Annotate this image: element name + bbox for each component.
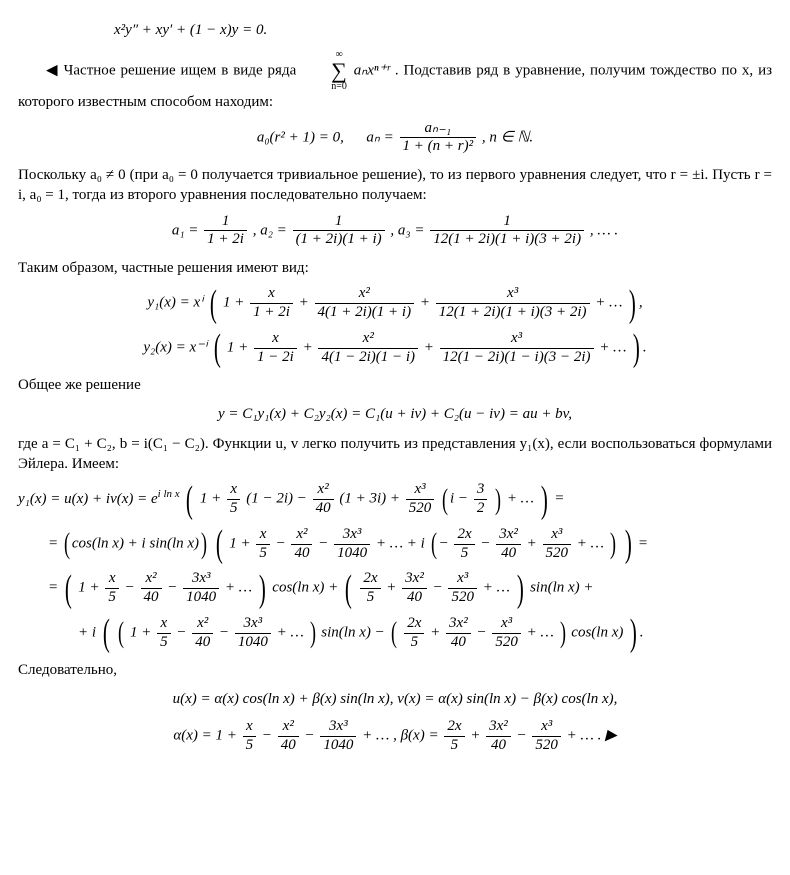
eq1-num: aₙ₋₁ — [400, 121, 477, 139]
y1-lhs: y₁(x) = xⁱ — [147, 295, 202, 311]
para-general: Общее же решение — [18, 375, 772, 395]
sum-term: aₙxⁿ⁺ʳ — [354, 63, 390, 79]
p1-a: ◀ Частное решение ищем в виде ряда — [46, 63, 301, 79]
a-dots: , … . — [590, 222, 618, 238]
y2-lhs: y₂(x) = x⁻ⁱ — [143, 339, 206, 355]
eq1-an: aₙ = — [366, 129, 393, 145]
eq1-den: 1 + (n + r)² — [400, 138, 477, 155]
alpha-beta: α(x) = 1 + x5 − x²40 − 3x³1040 + … , β(x… — [18, 719, 772, 754]
eq1-right: , n ∈ ℕ. — [482, 129, 533, 145]
a3-lhs: , a₃ = — [390, 222, 424, 238]
y1-series: y₁(x) = xⁱ ( 1 + x1 + 2i + x²4(1 + 2i)(1… — [18, 286, 772, 321]
ode-equation: x²y″ + xy′ + (1 − x)y = 0. — [66, 20, 772, 40]
deriv-line1: y₁(x) = u(x) + iv(x) = ei ln x ( 1 + x5 … — [18, 482, 772, 517]
uv-definition: u(x) = α(x) cos(ln x) + β(x) sin(ln x), … — [18, 689, 772, 709]
para-therefore: Следовательно, — [18, 660, 772, 680]
sum-bottom: n=0 — [303, 82, 347, 92]
indicial-equation: a₀(r² + 1) = 0, aₙ = aₙ₋₁ 1 + (n + r)² ,… — [18, 121, 772, 156]
a2-lhs: , a₂ = — [253, 222, 287, 238]
eq1-frac: aₙ₋₁ 1 + (n + r)² — [398, 121, 479, 156]
deriv-line4: + i ( ( 1 + x5 − x²40 − 3x³1040 + … ) si… — [18, 616, 772, 651]
sum-symbol: ∞ ∑ n=0 — [301, 50, 349, 92]
eq1-left: a₀(r² + 1) = 0, — [257, 129, 344, 145]
deriv-line2: = (cos(ln x) + i sin(ln x)) ( 1 + x5 − x… — [18, 527, 772, 562]
a1-lhs: a₁ = — [172, 222, 199, 238]
deriv-line3: = ( 1 + x5 − x²40 − 3x³1040 + … ) cos(ln… — [18, 571, 772, 606]
para-intro: ◀ Частное решение ищем в виде ряда ∞ ∑ n… — [18, 50, 772, 112]
para-euler: где a = C₁ + C₂, b = i(C₁ − C₂). Функции… — [18, 434, 772, 475]
coeffs-a: a₁ = 11 + 2i , a₂ = 1(1 + 2i)(1 + i) , a… — [18, 214, 772, 249]
general-solution: y = C₁y₁(x) + C₂y₂(x) = C₁(u + iv) + C₂(… — [18, 404, 772, 424]
para-particular: Таким образом, частные решения имеют вид… — [18, 258, 772, 278]
para-conditions: Поскольку a₀ ≠ 0 (при a₀ = 0 получается … — [18, 165, 772, 206]
y2-series: y₂(x) = x⁻ⁱ ( 1 + x1 − 2i + x²4(1 − 2i)(… — [18, 331, 772, 366]
